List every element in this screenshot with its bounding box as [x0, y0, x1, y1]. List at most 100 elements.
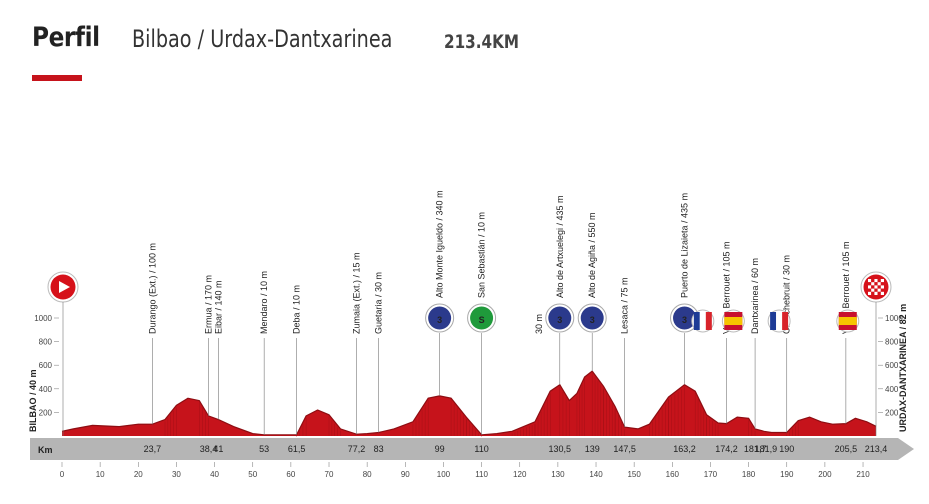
- marker-km-label: 181,7: [744, 444, 767, 454]
- finish-checker: [877, 291, 881, 295]
- extra-km-label: 181,9: [755, 444, 778, 454]
- category-climb-badge: 3: [545, 303, 575, 333]
- x-tick-label: 180: [742, 470, 756, 479]
- badge-text: 3: [590, 315, 595, 325]
- marker-label: Guetaria / 30 m: [374, 272, 384, 334]
- finish-checker: [874, 285, 878, 289]
- marker-km-label: 38,4: [200, 444, 218, 454]
- flag-blue: [770, 312, 777, 330]
- finish-checker: [868, 288, 872, 292]
- marker-label: Ermua / 170 m: [203, 275, 213, 334]
- finish-checker: [874, 288, 878, 292]
- x-tick-label: 40: [210, 470, 219, 479]
- marker-label: Puerto de Lizaieta / 435 m: [680, 193, 690, 298]
- x-tick-label: 210: [856, 470, 870, 479]
- km-band: [30, 438, 914, 460]
- badge-text: 3: [557, 315, 562, 325]
- flag-red: [782, 312, 789, 330]
- marker-km-label: 139: [585, 444, 600, 454]
- flag-yellow: [838, 317, 857, 325]
- flag-blue: [693, 312, 700, 330]
- sprint-badge: S: [467, 303, 497, 333]
- x-tick-label: 130: [551, 470, 565, 479]
- elevation-profile-line: [61, 370, 877, 436]
- y-tick-label-left: 400: [39, 385, 53, 394]
- flag-red: [705, 312, 712, 330]
- marker-km-label: 130,5: [549, 444, 572, 454]
- marker-km-label: 174,2: [715, 444, 738, 454]
- y-tick-label-left: 1000: [34, 314, 52, 323]
- finish-checker: [880, 291, 884, 295]
- flag-white: [699, 312, 706, 330]
- y-tick-label-left: 200: [39, 408, 53, 417]
- finish-checker: [877, 282, 881, 286]
- badge-inner: [548, 306, 572, 330]
- finish-checker: [880, 288, 884, 292]
- finish-checker: [868, 279, 872, 283]
- elevation-profile-area: [62, 371, 876, 436]
- extra-km-label: 213,4: [865, 444, 888, 454]
- category-climb-badge: 3: [425, 303, 455, 333]
- x-tick-label: 80: [363, 470, 372, 479]
- badge-text: 3: [682, 315, 687, 325]
- finish-checker: [871, 279, 875, 283]
- finish-label: URDAX-DANTXARINEA / 82 m: [898, 304, 908, 432]
- x-tick-label: 100: [437, 470, 451, 479]
- x-tick-label: 160: [666, 470, 680, 479]
- france-flag-icon: [767, 309, 791, 333]
- route-distance: 213.4KM: [444, 31, 519, 53]
- start-label: BILBAO / 40 m: [28, 369, 38, 432]
- finish-checker: [868, 285, 872, 289]
- marker-label: Mendaro / 10 m: [259, 271, 269, 334]
- flag-yellow: [724, 317, 743, 325]
- marker-label: Alto de Agiña / 550 m: [587, 212, 597, 298]
- marker-km-label: 77,2: [348, 444, 366, 454]
- x-tick-label: 50: [248, 470, 257, 479]
- x-tick-label: 120: [513, 470, 527, 479]
- marker-label: Venta Berrouet / 105 m: [841, 241, 851, 334]
- marker-km-label: 53: [259, 444, 269, 454]
- finish-flag-icon: [860, 271, 892, 303]
- marker-label: Deba / 10 m: [292, 285, 302, 334]
- finish-checker: [877, 279, 881, 283]
- finish-checker: [871, 291, 875, 295]
- x-tick-label: 10: [96, 470, 105, 479]
- marker-label: San Sebastián / 10 m: [477, 212, 487, 298]
- badge-inner: [673, 306, 697, 330]
- y-tick-label-left: 600: [39, 361, 53, 370]
- marker-label: Zumaia (Ext.) / 15 m: [351, 252, 361, 334]
- finish-checker: [871, 282, 875, 286]
- x-tick-label: 200: [818, 470, 832, 479]
- spain-flag-icon: [721, 309, 745, 333]
- finish-checker: [871, 288, 875, 292]
- category-climb-badge: 3: [577, 303, 607, 333]
- y-tick-label-right: 200: [885, 408, 899, 417]
- start-icon: [47, 271, 79, 303]
- header-accent-bar: [32, 75, 82, 81]
- finish-checker: [868, 282, 872, 286]
- finish-checker: [880, 279, 884, 283]
- badge-text: S: [479, 315, 485, 325]
- marker-label: Durango (Ext.) / 100 m: [147, 243, 157, 334]
- finish-checker: [874, 282, 878, 286]
- badge-inner: [428, 306, 452, 330]
- marker-km-label: 41: [213, 444, 223, 454]
- badge-inner: [580, 306, 604, 330]
- y-tick-label-right: 800: [885, 338, 899, 347]
- marker-km-label: 61,5: [288, 444, 306, 454]
- marker-km-label: 163,2: [673, 444, 696, 454]
- badge-text: 3: [437, 315, 442, 325]
- marker-label: Alto de Artxuelegi / 435 m: [555, 195, 565, 298]
- marker-km-label: 23,7: [144, 444, 162, 454]
- x-tick-label: 150: [627, 470, 641, 479]
- x-tick-label: 90: [401, 470, 410, 479]
- marker-label: Cherchebruit / 30 m: [782, 255, 792, 334]
- marker-label: Alto Monte Igueldo / 340 m: [435, 190, 445, 298]
- marker-km-label: 83: [374, 444, 384, 454]
- y-tick-label-right: 1000: [885, 314, 903, 323]
- marker-label: Venta Berrouet / 105 m: [721, 241, 731, 334]
- peak-side-label: 30 m: [534, 314, 544, 334]
- x-tick-label: 110: [475, 470, 488, 479]
- finish-checker: [877, 285, 881, 289]
